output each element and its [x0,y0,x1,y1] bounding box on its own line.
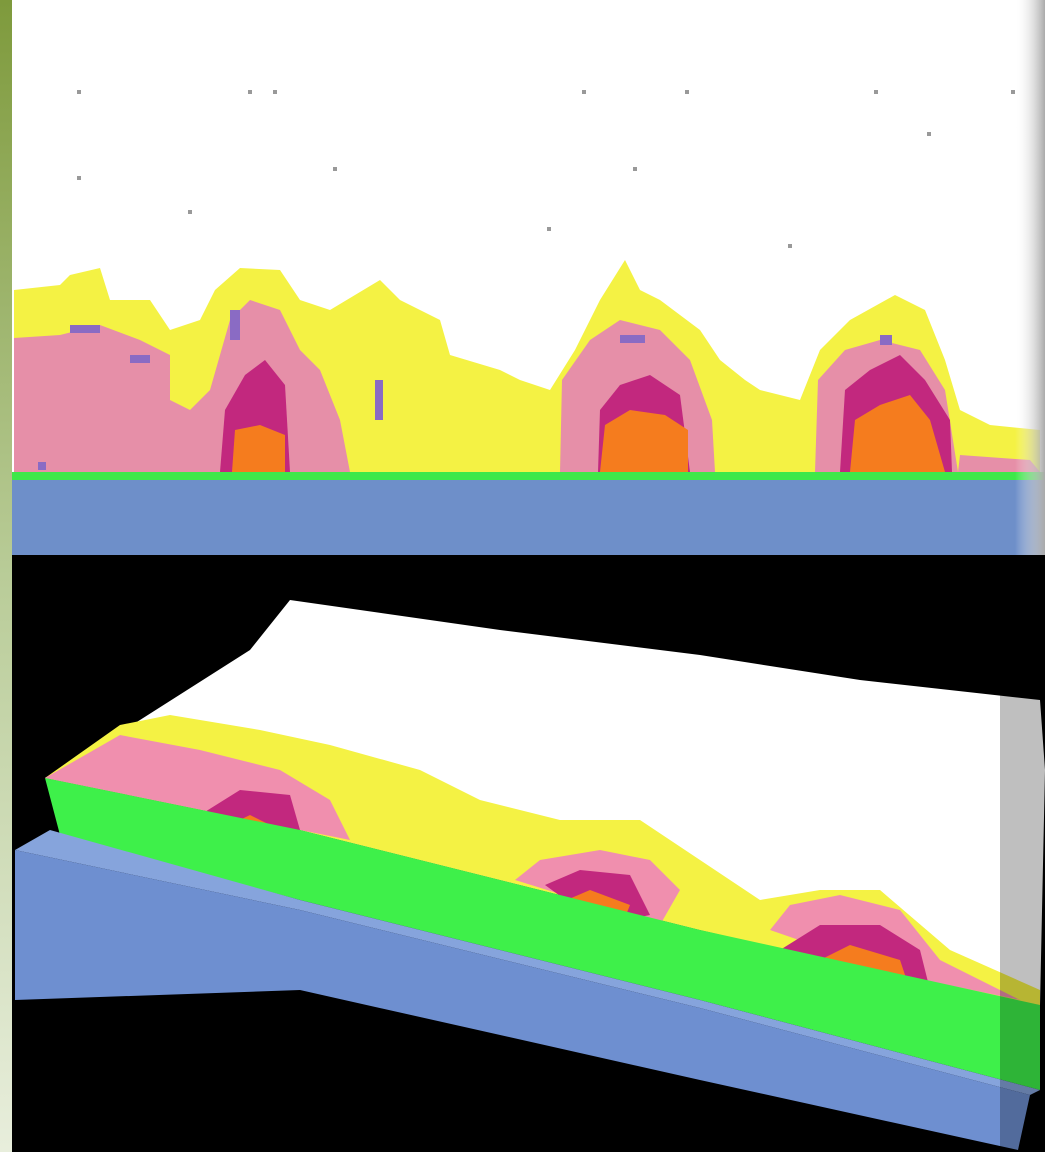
dot [788,244,792,248]
purple-patch [70,325,100,333]
ground [12,480,1045,555]
dot [273,90,277,94]
side-strip [0,0,12,1152]
bottom-panel [12,555,1045,1152]
orange-region [232,425,285,472]
dot [333,167,337,171]
purple-patch [230,310,240,340]
grass-line [12,472,1045,480]
dot [582,90,586,94]
dot [874,90,878,94]
dot [77,176,81,180]
purple-patch [130,355,150,363]
panel-edge [1015,0,1045,555]
dot [547,227,551,231]
dot [188,210,192,214]
dot [77,90,81,94]
dot [927,132,931,136]
purple-patch [375,380,383,420]
purple-patch [620,335,645,343]
dot [633,167,637,171]
purple-patch [38,462,46,470]
simulation-view [0,0,1045,1152]
dot [685,90,689,94]
purple-patch [880,335,892,345]
dot [1011,90,1015,94]
dot [248,90,252,94]
page: {} [0,0,1045,1152]
top-panel [12,0,1045,555]
edge-shade [1000,690,1045,1150]
